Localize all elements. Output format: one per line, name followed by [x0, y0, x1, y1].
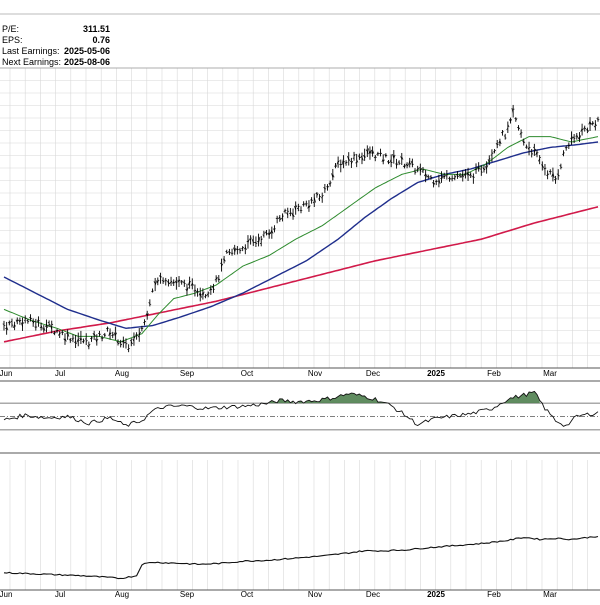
x-tick-label: Sep [180, 590, 195, 599]
x-tick-label: Nov [308, 369, 322, 378]
eps-label: EPS: [2, 35, 23, 46]
x-tick-label: Oct [241, 369, 254, 378]
price-bar-close-tick [298, 206, 299, 207]
fundamentals-box: P/E: 311.51 EPS: 0.76 Last Earnings: 202… [2, 24, 110, 68]
x-tick-label: Oct [241, 590, 254, 599]
x-tick-label: Jun [0, 369, 12, 378]
sma-long-path [4, 207, 598, 342]
x-tick-label: 2025 [427, 369, 445, 378]
overbought-fill [505, 391, 540, 403]
price-bars [3, 105, 600, 352]
x-tick-label: Jun [0, 590, 12, 599]
pe-label: P/E: [2, 24, 19, 35]
x-tick-label: 2025 [427, 590, 445, 599]
price-bar-close-tick [529, 148, 530, 149]
x-tick-label: Feb [487, 369, 501, 378]
last-earnings-label: Last Earnings: [2, 46, 60, 57]
relative-strength-panel [4, 537, 598, 579]
x-tick-label: Jul [55, 369, 65, 378]
relative-strength-line [4, 537, 598, 579]
eps-value: 0.76 [92, 35, 110, 46]
sma-long-line [4, 207, 598, 342]
next-earnings-row: Next Earnings: 2025-08-06 [2, 57, 110, 68]
price-bar-open-tick [422, 171, 423, 172]
x-tick-label: Mar [543, 369, 557, 378]
x-tick-label: Jul [55, 590, 65, 599]
x-tick-label: Sep [180, 369, 195, 378]
x-tick-label: Nov [308, 590, 322, 599]
price-bar-close-tick [415, 172, 416, 173]
eps-row: EPS: 0.76 [2, 35, 110, 46]
last-earnings-value: 2025-05-06 [64, 46, 110, 57]
oscillator-panel [0, 391, 600, 430]
next-earnings-label: Next Earnings: [2, 57, 61, 68]
x-tick-label: Mar [543, 590, 557, 599]
next-earnings-value: 2025-08-06 [64, 57, 110, 68]
sma-mid-path [4, 142, 598, 328]
x-tick-label: Feb [487, 590, 501, 599]
sma-short-path [4, 137, 598, 342]
panel-frames [0, 14, 600, 590]
x-tick-label: Aug [115, 369, 129, 378]
sma-short-line [4, 137, 598, 342]
pe-value: 311.51 [83, 24, 110, 35]
x-tick-label: Dec [366, 590, 380, 599]
oscillator-line [4, 391, 598, 426]
sma-mid-line [4, 142, 598, 328]
last-earnings-row: Last Earnings: 2025-05-06 [2, 46, 110, 57]
price-bar-open-tick [570, 138, 571, 139]
pe-row: P/E: 311.51 [2, 24, 110, 35]
x-tick-label: Aug [115, 590, 129, 599]
price-bar-close-tick [190, 281, 191, 282]
x-tick-label: Dec [366, 369, 380, 378]
